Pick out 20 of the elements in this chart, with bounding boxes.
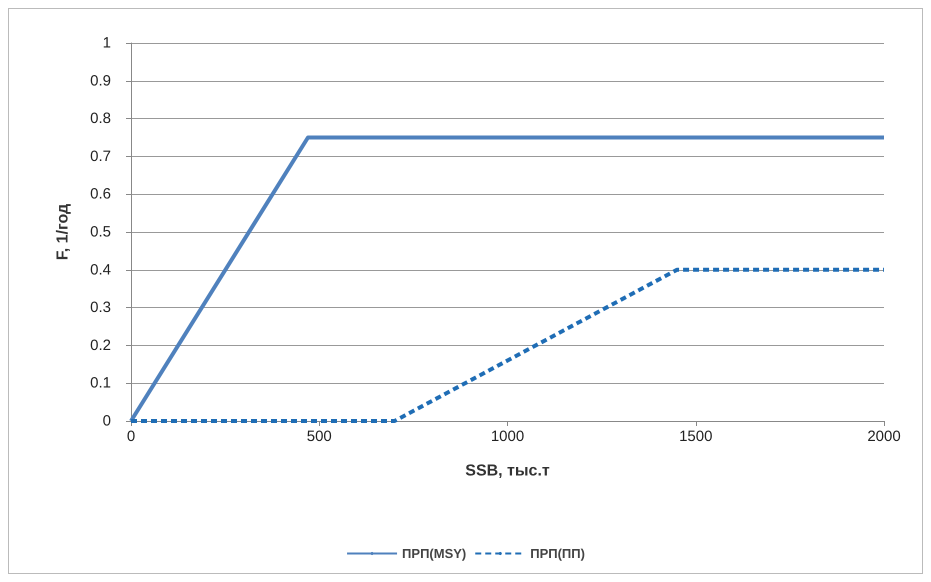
y-tick-label: 0.8 [90,110,111,128]
x-tick-label: 1000 [490,428,524,445]
y-tick-label: 0.7 [90,148,111,165]
y-tick-label: 0.6 [90,186,111,203]
y-tick-label: 0.5 [90,224,111,240]
y-tick-label: 0.4 [90,261,111,278]
y-tick-label: 0.2 [90,336,111,354]
y-tick-label: 0.9 [90,72,111,90]
x-tick-label: 2000 [867,428,901,445]
y-tick-label: 0.3 [90,299,111,316]
y-tick-label: 1 [102,34,111,52]
legend-label: ПРП(MSY) [402,546,466,561]
x-tick-label: 500 [306,428,332,445]
x-tick-label: 0 [126,428,136,445]
x-tick-label: 1500 [679,428,712,445]
y-axis-title: F, 1/год [54,204,72,260]
y-tick-label: 0 [102,412,111,430]
y-tick-label: 0.1 [90,374,111,392]
legend-label: ПРП(ПП) [530,546,585,561]
x-axis-title: SSB, тыс.т [465,462,550,480]
